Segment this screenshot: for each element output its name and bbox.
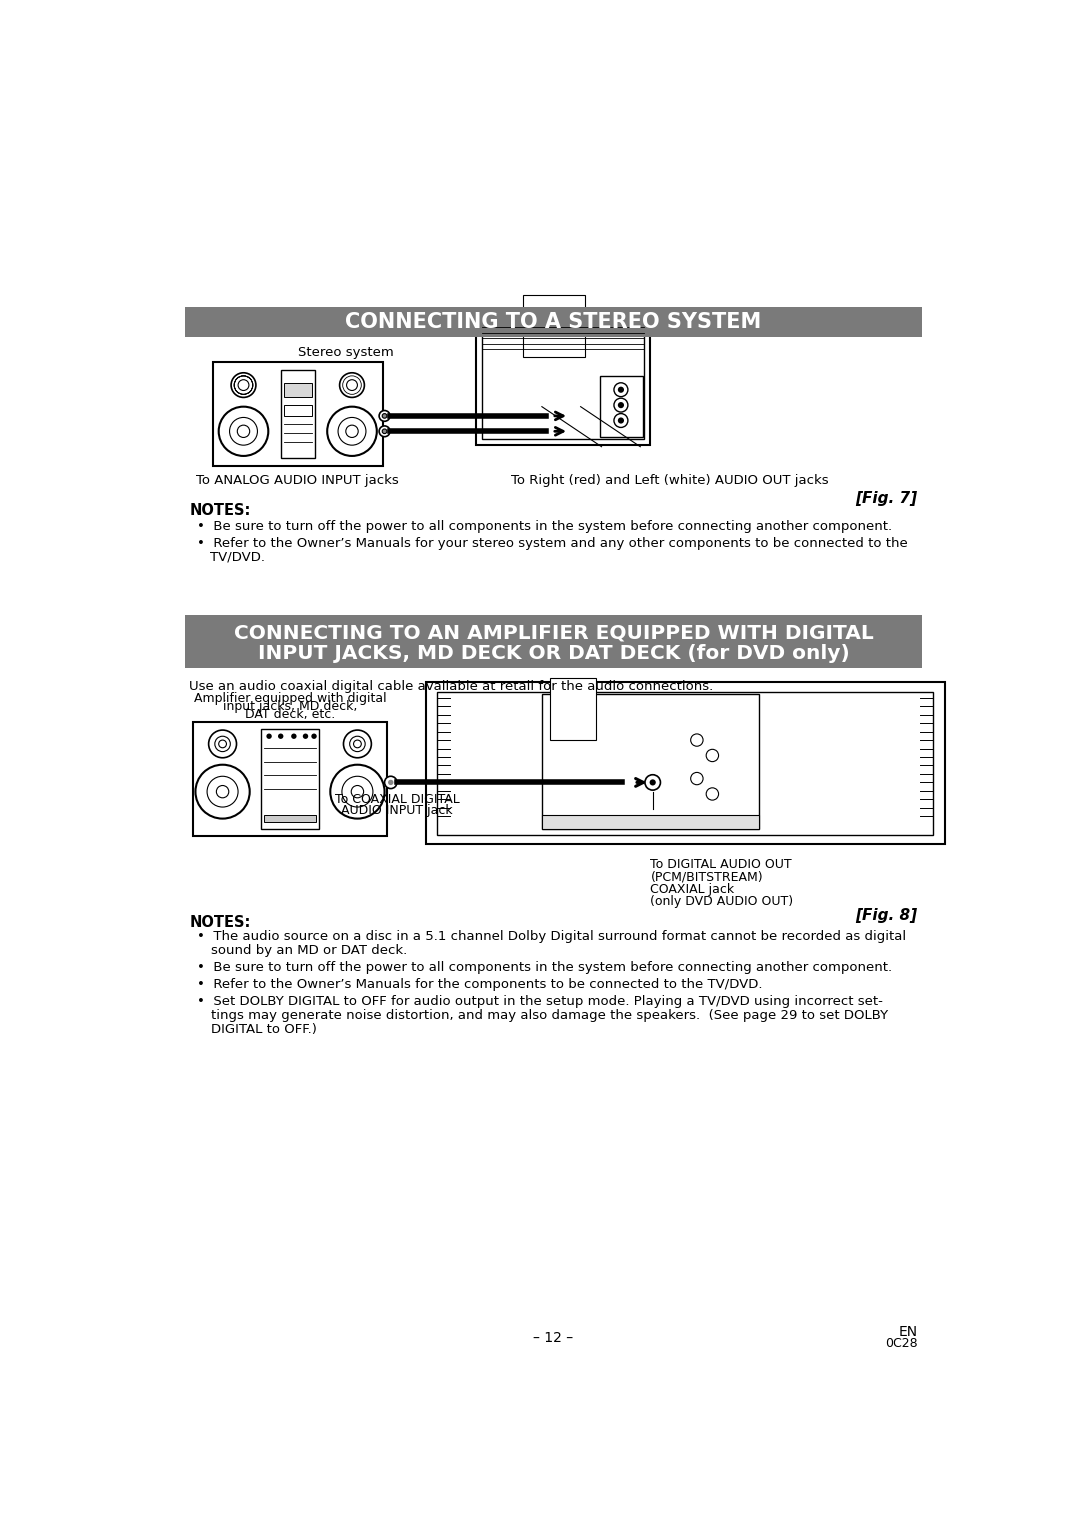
Text: NOTES:: NOTES: xyxy=(189,915,251,931)
Text: EN: EN xyxy=(899,1325,918,1339)
Text: •  Be sure to turn off the power to all components in the system before connecti: • Be sure to turn off the power to all c… xyxy=(197,961,892,973)
Bar xyxy=(261,729,319,828)
Text: To Right (red) and Left (white) AUDIO OUT jacks: To Right (red) and Left (white) AUDIO OU… xyxy=(511,474,828,487)
Text: AUDIO INPUT jack: AUDIO INPUT jack xyxy=(341,804,453,817)
Text: – 12 –: – 12 – xyxy=(534,1331,573,1345)
Text: To DIGITAL AUDIO OUT: To DIGITAL AUDIO OUT xyxy=(650,857,792,871)
Text: CONNECTING TO A STEREO SYSTEM: CONNECTING TO A STEREO SYSTEM xyxy=(346,312,761,332)
Text: •  Set DOLBY DIGITAL to OFF for audio output in the setup mode. Playing a TV/DVD: • Set DOLBY DIGITAL to OFF for audio out… xyxy=(197,995,882,1008)
Text: COAXIAL jack: COAXIAL jack xyxy=(650,883,734,895)
Circle shape xyxy=(543,429,548,434)
Bar xyxy=(437,692,933,834)
Circle shape xyxy=(379,411,390,422)
Circle shape xyxy=(278,733,283,740)
Circle shape xyxy=(379,426,390,437)
Bar xyxy=(426,683,945,843)
Circle shape xyxy=(649,779,656,785)
Circle shape xyxy=(540,426,551,437)
Text: DIGITAL to OFF.): DIGITAL to OFF.) xyxy=(211,1022,316,1036)
Bar xyxy=(265,814,315,822)
Circle shape xyxy=(311,733,316,740)
Text: To COAXIAL DIGITAL: To COAXIAL DIGITAL xyxy=(335,793,459,807)
Text: To ANALOG AUDIO INPUT jacks: To ANALOG AUDIO INPUT jacks xyxy=(197,474,400,487)
Bar xyxy=(482,324,644,439)
Bar xyxy=(284,384,312,397)
Circle shape xyxy=(384,776,397,788)
Bar xyxy=(193,723,387,836)
Circle shape xyxy=(540,411,551,422)
Circle shape xyxy=(382,429,387,434)
Bar xyxy=(213,362,383,466)
Circle shape xyxy=(267,733,272,740)
Text: •  Be sure to turn off the power to all components in the system before connecti: • Be sure to turn off the power to all c… xyxy=(197,520,892,533)
Text: tings may generate noise distortion, and may also damage the speakers.  (See pag: tings may generate noise distortion, and… xyxy=(211,1008,888,1022)
Circle shape xyxy=(382,414,387,419)
Text: TV/DVD.: TV/DVD. xyxy=(211,550,266,564)
Text: (PCM/BITSTREAM): (PCM/BITSTREAM) xyxy=(650,871,762,883)
Text: (only DVD AUDIO OUT): (only DVD AUDIO OUT) xyxy=(650,895,794,908)
Text: CONNECTING TO AN AMPLIFIER EQUIPPED WITH DIGITAL: CONNECTING TO AN AMPLIFIER EQUIPPED WITH… xyxy=(233,623,874,643)
Bar xyxy=(550,678,596,740)
Bar xyxy=(281,370,314,458)
Text: •  The audio source on a disc in a 5.1 channel Dolby Digital surround format can: • The audio source on a disc in a 5.1 ch… xyxy=(197,931,906,943)
Circle shape xyxy=(624,779,630,785)
Circle shape xyxy=(618,402,624,408)
Text: •  Refer to the Owner’s Manuals for the components to be connected to the TV/DVD: • Refer to the Owner’s Manuals for the c… xyxy=(197,978,762,992)
Text: Amplifier equipped with digital: Amplifier equipped with digital xyxy=(193,692,387,706)
Text: [Fig. 7]: [Fig. 7] xyxy=(855,492,918,506)
Circle shape xyxy=(543,414,548,419)
Circle shape xyxy=(388,779,393,785)
Bar xyxy=(284,405,312,416)
Bar xyxy=(476,318,650,445)
Circle shape xyxy=(621,776,633,788)
Text: sound by an MD or DAT deck.: sound by an MD or DAT deck. xyxy=(211,944,407,957)
Circle shape xyxy=(618,417,624,423)
Text: Stereo system: Stereo system xyxy=(298,345,393,359)
Bar xyxy=(186,307,921,338)
Bar xyxy=(186,614,921,668)
Text: [Fig. 8]: [Fig. 8] xyxy=(855,908,918,923)
Circle shape xyxy=(292,733,297,740)
Bar xyxy=(542,694,759,828)
Bar xyxy=(542,814,759,828)
Text: INPUT JACKS, MD DECK OR DAT DECK (for DVD only): INPUT JACKS, MD DECK OR DAT DECK (for DV… xyxy=(258,643,849,663)
Bar xyxy=(523,295,584,356)
Circle shape xyxy=(618,387,624,393)
Circle shape xyxy=(302,733,308,740)
Bar xyxy=(600,376,643,437)
Text: DAT deck, etc.: DAT deck, etc. xyxy=(245,707,335,721)
Text: 0C28: 0C28 xyxy=(886,1337,918,1349)
Text: •  Refer to the Owner’s Manuals for your stereo system and any other components : • Refer to the Owner’s Manuals for your … xyxy=(197,536,908,550)
Text: input jacks, MD deck,: input jacks, MD deck, xyxy=(222,700,357,714)
Text: NOTES:: NOTES: xyxy=(189,503,251,518)
Text: Use an audio coaxial digital cable available at retail for the audio connections: Use an audio coaxial digital cable avail… xyxy=(189,680,714,694)
